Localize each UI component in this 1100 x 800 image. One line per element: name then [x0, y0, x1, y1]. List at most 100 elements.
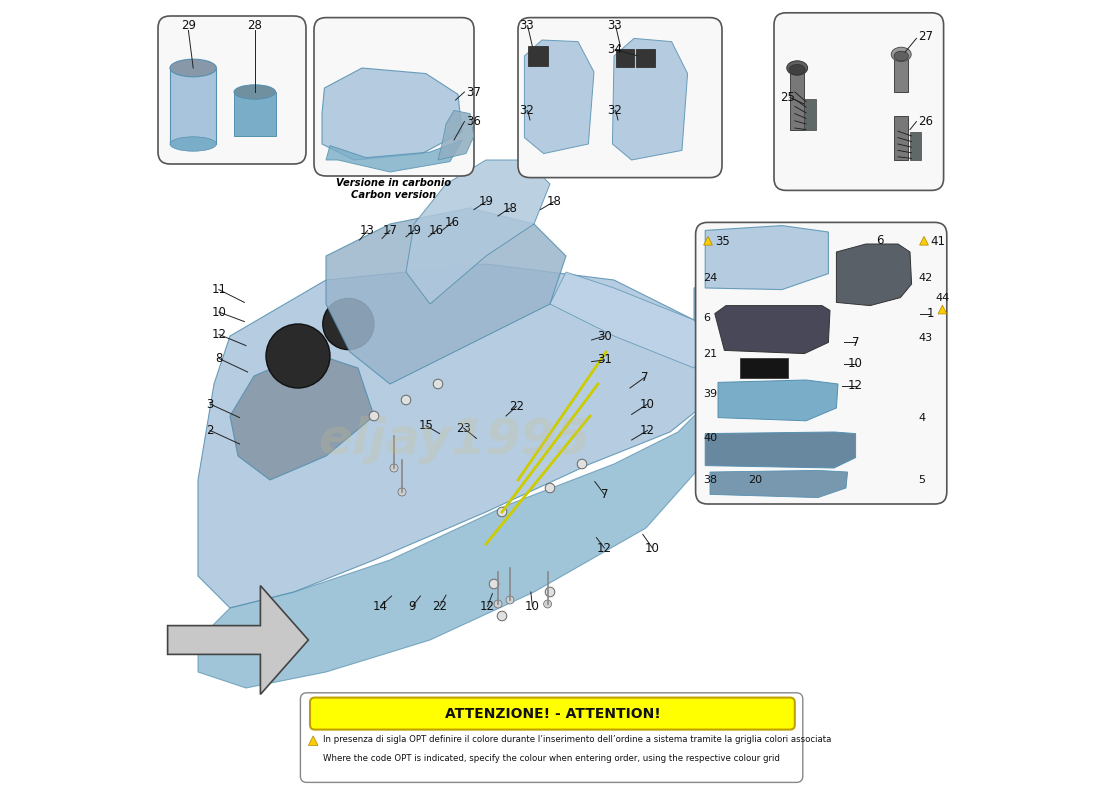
Text: 17: 17 [383, 224, 397, 237]
Text: 12: 12 [640, 424, 656, 437]
FancyBboxPatch shape [310, 698, 795, 730]
Bar [790, 70, 804, 130]
Text: 12: 12 [211, 328, 227, 341]
Ellipse shape [891, 47, 911, 62]
Text: 7: 7 [640, 371, 648, 384]
Bar [910, 132, 921, 160]
Circle shape [546, 587, 554, 597]
Text: 33: 33 [519, 19, 535, 32]
Circle shape [578, 459, 586, 469]
Text: 4: 4 [918, 413, 925, 422]
Text: 43: 43 [918, 333, 932, 342]
Circle shape [433, 379, 443, 389]
Circle shape [402, 395, 410, 405]
Bar [170, 68, 217, 144]
Text: 6: 6 [877, 234, 884, 246]
Text: 26: 26 [918, 115, 933, 128]
Ellipse shape [786, 61, 807, 75]
Text: 20: 20 [748, 475, 762, 485]
Polygon shape [694, 256, 942, 360]
Text: 30: 30 [597, 330, 612, 342]
Text: 42: 42 [918, 274, 933, 283]
Polygon shape [836, 244, 912, 306]
Polygon shape [326, 208, 566, 384]
Polygon shape [613, 38, 688, 160]
Polygon shape [938, 305, 947, 314]
Bar [528, 46, 549, 66]
Polygon shape [718, 380, 838, 421]
Text: 31: 31 [597, 354, 612, 366]
Polygon shape [308, 736, 318, 746]
Bar [894, 116, 909, 160]
Text: 7: 7 [851, 336, 859, 349]
Text: 8: 8 [216, 352, 222, 365]
Circle shape [390, 464, 398, 472]
Text: 33: 33 [607, 19, 623, 32]
Text: 6: 6 [704, 314, 711, 323]
Text: 16: 16 [444, 216, 460, 229]
Polygon shape [167, 586, 308, 694]
Text: 25: 25 [780, 91, 795, 104]
Text: 12: 12 [480, 600, 495, 613]
FancyBboxPatch shape [158, 16, 306, 164]
Ellipse shape [789, 64, 805, 75]
Polygon shape [710, 470, 848, 498]
Circle shape [494, 600, 502, 608]
Text: 37: 37 [466, 86, 481, 98]
Ellipse shape [894, 51, 909, 61]
Polygon shape [920, 236, 928, 245]
Circle shape [543, 600, 551, 608]
Text: 36: 36 [466, 115, 481, 128]
Text: 12: 12 [597, 542, 612, 554]
Circle shape [506, 596, 514, 604]
Text: 28: 28 [248, 19, 262, 32]
Text: 22: 22 [432, 600, 447, 613]
Text: 32: 32 [607, 104, 623, 117]
Text: 2: 2 [207, 424, 213, 437]
Ellipse shape [234, 85, 276, 99]
Text: 11: 11 [211, 283, 227, 296]
Polygon shape [705, 432, 856, 468]
FancyBboxPatch shape [300, 693, 803, 782]
Circle shape [370, 411, 378, 421]
Text: 10: 10 [645, 542, 660, 554]
Text: Where the code OPT is indicated, specify the colour when entering order, using t: Where the code OPT is indicated, specify… [322, 754, 780, 763]
Circle shape [546, 483, 554, 493]
FancyBboxPatch shape [314, 18, 474, 176]
Text: In presenza di sigla OPT definire il colore durante l’inserimento dell’ordine a : In presenza di sigla OPT definire il col… [322, 734, 832, 744]
Text: eljay1995: eljay1995 [318, 416, 590, 464]
Text: 5: 5 [918, 475, 925, 485]
Text: 21: 21 [704, 349, 717, 358]
Text: 10: 10 [848, 358, 864, 370]
Polygon shape [230, 352, 374, 480]
Polygon shape [198, 400, 710, 688]
Bar [894, 56, 909, 92]
FancyBboxPatch shape [774, 13, 944, 190]
Text: 19: 19 [407, 224, 421, 237]
Text: 18: 18 [547, 195, 561, 208]
Polygon shape [322, 68, 462, 160]
Circle shape [398, 488, 406, 496]
Polygon shape [715, 306, 830, 354]
Polygon shape [525, 40, 594, 154]
Text: 38: 38 [704, 475, 717, 485]
Text: 10: 10 [211, 306, 227, 318]
Text: 32: 32 [519, 104, 535, 117]
Circle shape [490, 579, 498, 589]
Polygon shape [326, 140, 462, 172]
Text: 3: 3 [207, 398, 213, 410]
Text: 41: 41 [931, 235, 946, 248]
Circle shape [266, 324, 330, 388]
Bar [804, 99, 815, 130]
Text: ATTENZIONE! - ATTENTION!: ATTENZIONE! - ATTENTION! [444, 706, 660, 721]
Polygon shape [406, 160, 550, 304]
Text: 13: 13 [360, 224, 375, 237]
Polygon shape [704, 236, 713, 245]
Text: 10: 10 [525, 600, 540, 613]
FancyBboxPatch shape [518, 18, 722, 178]
Text: 23: 23 [456, 422, 471, 434]
Text: 1: 1 [926, 307, 934, 320]
Bar [740, 358, 789, 378]
Text: 12: 12 [848, 379, 864, 392]
Text: 29: 29 [180, 19, 196, 32]
